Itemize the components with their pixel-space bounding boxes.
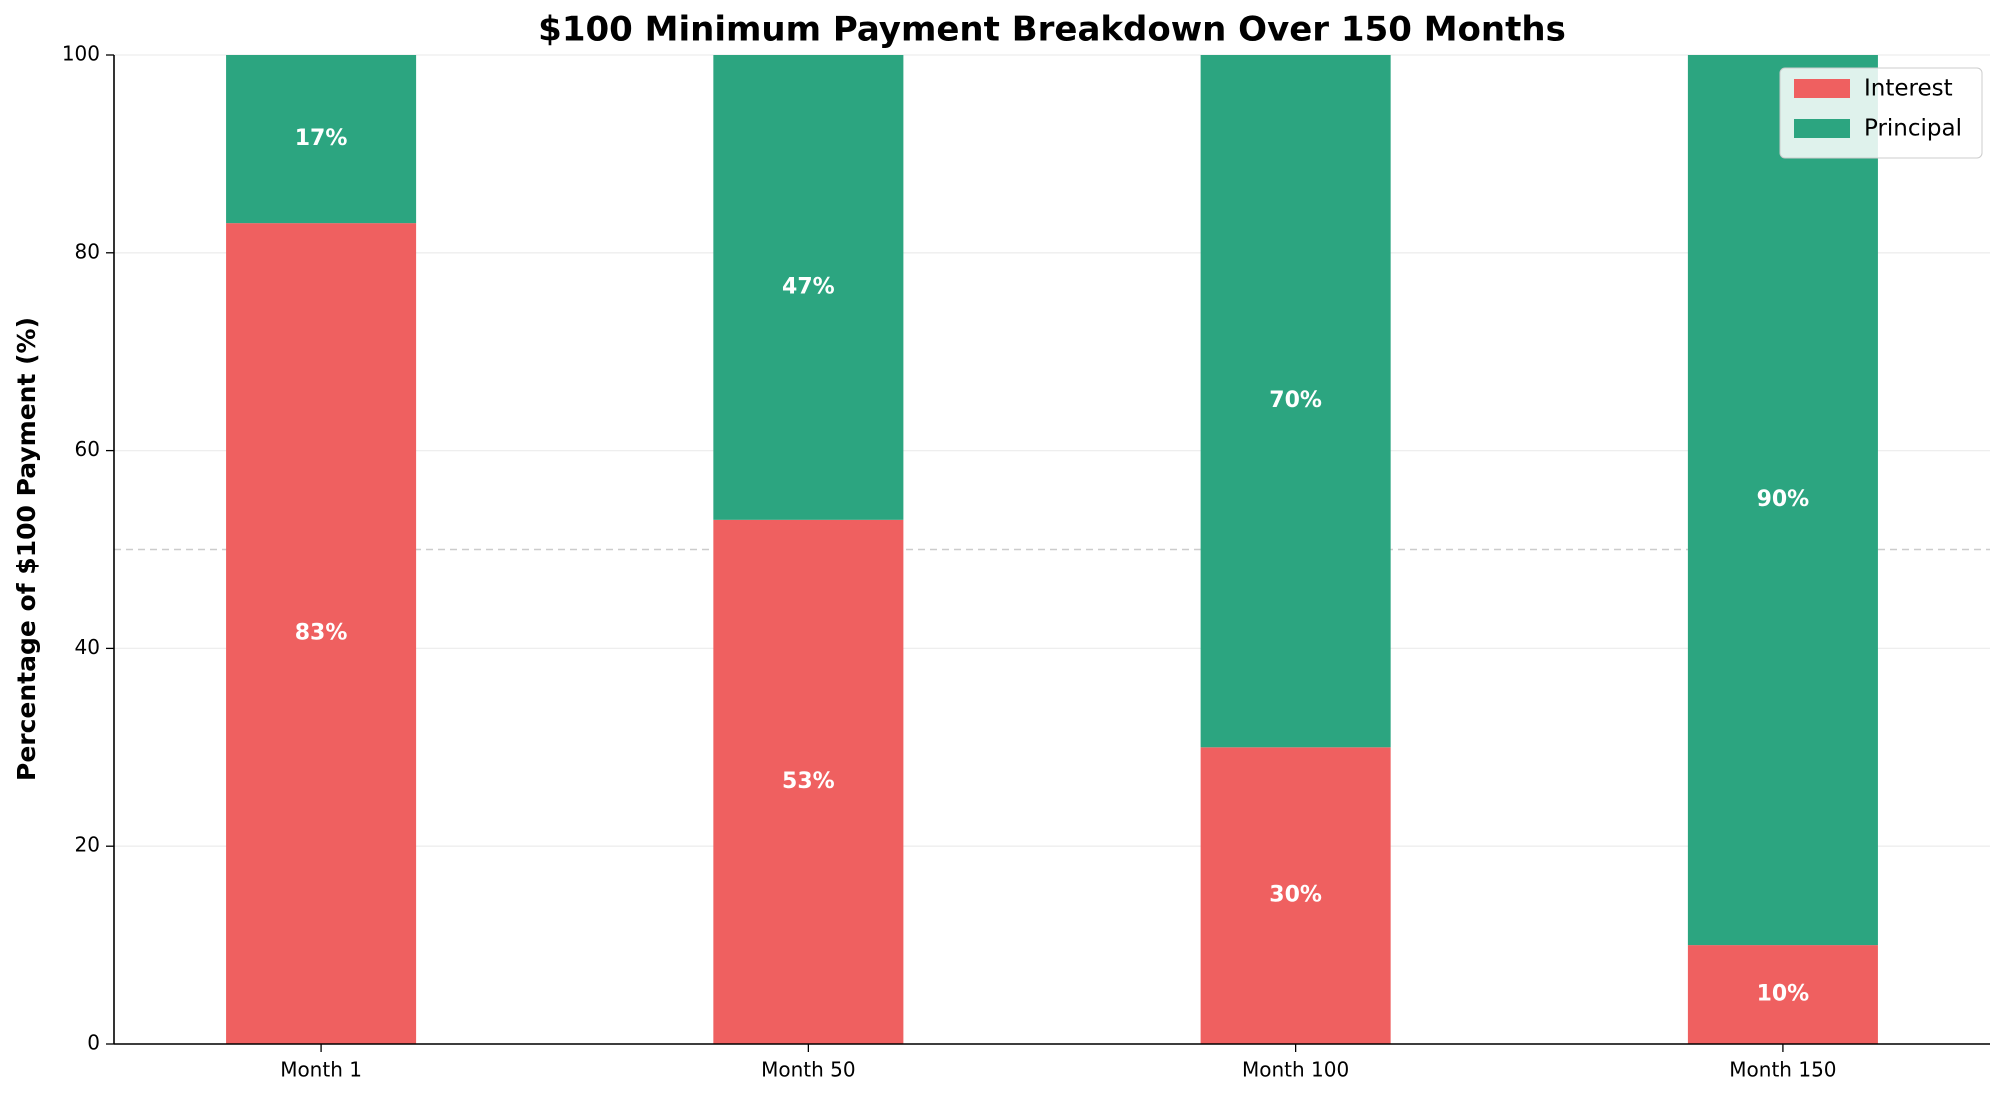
bar-segment <box>1687 945 1878 1044</box>
y-axis-label: Percentage of $100 Payment (%) <box>12 317 41 781</box>
legend-label: Principal <box>1864 116 1962 142</box>
y-tick-label: 80 <box>75 239 100 263</box>
bar-segment <box>1687 55 1878 946</box>
value-label: 70% <box>1269 388 1322 413</box>
bar-segment <box>1200 55 1391 748</box>
y-tick-label: 40 <box>75 635 100 659</box>
legend: Interest Principal <box>1779 67 1983 159</box>
bar-segment <box>226 223 417 1044</box>
bar-segment <box>713 55 904 520</box>
value-label: 90% <box>1757 487 1810 512</box>
legend-label: Interest <box>1864 76 1953 102</box>
y-tick-label: 100 <box>62 42 100 66</box>
value-label: 30% <box>1269 883 1322 908</box>
chart-title: $100 Minimum Payment Breakdown Over 150 … <box>538 10 1566 50</box>
value-label: 53% <box>782 769 835 794</box>
value-label: 10% <box>1757 982 1810 1007</box>
y-tick-label: 0 <box>87 1031 100 1055</box>
value-label: 47% <box>782 274 835 299</box>
bar-segment <box>1200 747 1391 1044</box>
legend-swatch <box>1794 119 1850 138</box>
x-tick-label: Month 50 <box>761 1058 856 1082</box>
y-tick-label: 60 <box>75 437 100 461</box>
x-tick-label: Month 1 <box>280 1058 362 1082</box>
value-label: 17% <box>295 126 348 151</box>
legend-swatch <box>1794 79 1850 98</box>
bar-segment <box>226 55 417 224</box>
bar-segment <box>713 519 904 1044</box>
x-tick-label: Month 150 <box>1729 1058 1836 1082</box>
x-tick-label: Month 100 <box>1242 1058 1349 1082</box>
value-label: 83% <box>295 621 348 646</box>
y-tick-label: 20 <box>75 833 100 857</box>
